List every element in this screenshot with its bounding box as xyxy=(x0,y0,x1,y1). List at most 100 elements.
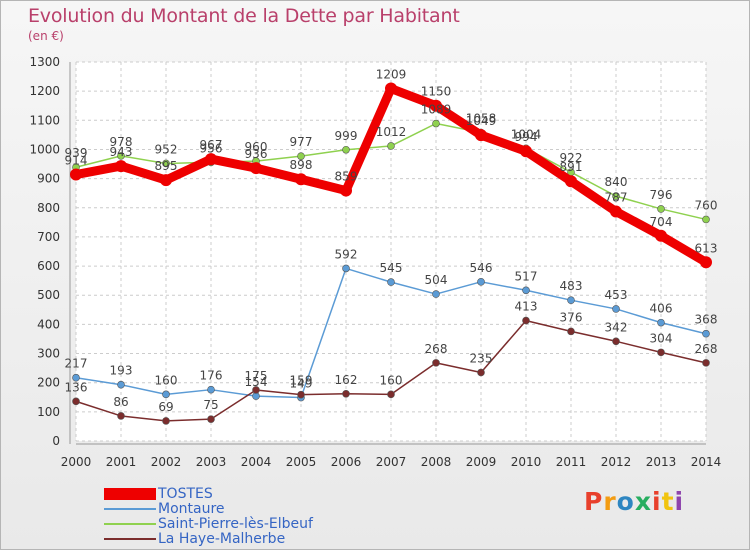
data-label: 175 xyxy=(245,369,268,383)
legend-swatch xyxy=(104,488,156,500)
data-point xyxy=(297,390,305,399)
data-point xyxy=(252,386,260,394)
data-label: 936 xyxy=(245,147,268,161)
logo-letter: x xyxy=(634,487,652,516)
line-chart: 0 100 200 300 400 500 600 700 800 900 1000 1100 1200… xyxy=(29,55,721,469)
y-tick-label: 0 xyxy=(52,434,60,448)
data-point xyxy=(387,390,395,399)
data-label: 406 xyxy=(650,302,673,316)
data-point xyxy=(432,119,440,128)
chart-subtitle: (en €) xyxy=(28,29,64,43)
x-tick-label: 2002 xyxy=(151,455,182,469)
data-point xyxy=(207,385,215,394)
data-label: 176 xyxy=(200,369,223,383)
y-tick-label: 1100 xyxy=(29,113,60,127)
x-tick-label: 2000 xyxy=(61,455,92,469)
data-label: 546 xyxy=(470,261,493,275)
x-tick-label: 2006 xyxy=(331,455,362,469)
data-label: 977 xyxy=(290,135,313,149)
y-tick-label: 400 xyxy=(37,317,60,331)
x-tick-label: 2007 xyxy=(376,455,407,469)
y-tick-label: 600 xyxy=(37,259,60,273)
data-label: 952 xyxy=(155,142,178,156)
data-label: 967 xyxy=(200,138,223,152)
data-label: 86 xyxy=(113,395,128,409)
data-label: 268 xyxy=(425,342,448,356)
data-point xyxy=(565,175,577,188)
legend-swatch xyxy=(104,508,156,510)
data-point xyxy=(342,145,350,154)
data-label: 453 xyxy=(605,288,628,302)
x-tick-label: 2004 xyxy=(241,455,272,469)
data-label: 1209 xyxy=(376,68,407,82)
data-point xyxy=(72,373,80,382)
y-tick-label: 1000 xyxy=(29,142,60,156)
data-label: 1049 xyxy=(466,114,497,128)
plot-area xyxy=(76,62,706,441)
data-point xyxy=(655,229,667,242)
data-label: 895 xyxy=(155,159,178,173)
data-point xyxy=(475,129,487,142)
data-point xyxy=(295,173,307,186)
legend-item: La Haye-Malherbe xyxy=(104,532,285,546)
data-point xyxy=(162,417,170,425)
x-tick-label: 2010 xyxy=(511,455,542,469)
y-tick-label: 500 xyxy=(37,288,60,302)
data-point xyxy=(522,316,530,325)
data-label: 922 xyxy=(560,151,583,165)
data-point xyxy=(72,397,80,406)
logo-letter: t xyxy=(661,487,675,516)
legend-label: Montaure xyxy=(158,501,225,517)
data-label: 268 xyxy=(695,342,718,356)
data-label: 840 xyxy=(605,175,628,189)
data-point xyxy=(432,359,440,367)
data-point xyxy=(297,152,305,160)
data-label: 914 xyxy=(65,154,88,168)
data-label: 1012 xyxy=(376,125,407,139)
data-label: 75 xyxy=(203,398,218,412)
y-tick-label: 200 xyxy=(37,376,60,390)
x-tick-label: 2003 xyxy=(196,455,227,469)
data-label: 978 xyxy=(110,135,133,149)
data-point xyxy=(612,305,620,313)
legend-label: Saint-Pierre-lès-Elbeuf xyxy=(158,516,313,532)
data-label: 1058 xyxy=(466,112,497,126)
data-point xyxy=(340,184,352,197)
data-point xyxy=(702,215,710,224)
logo-letter: P xyxy=(584,487,604,516)
data-label: 69 xyxy=(158,400,173,414)
proxiti-logo: Proxiti xyxy=(584,487,684,516)
legend-item: Saint-Pierre-lès-Elbeuf xyxy=(104,517,313,531)
data-label: 939 xyxy=(65,146,88,160)
data-label: 1004 xyxy=(511,127,542,141)
chart-title: Evolution du Montant de la Dette par Hab… xyxy=(28,5,460,27)
data-point xyxy=(567,327,575,336)
data-point xyxy=(522,286,530,295)
data-point xyxy=(612,192,620,200)
data-point xyxy=(70,168,82,181)
y-tick-label: 1300 xyxy=(29,55,60,69)
data-point xyxy=(160,174,172,187)
data-point xyxy=(477,278,485,286)
x-tick-label: 2008 xyxy=(421,455,452,469)
data-label: 342 xyxy=(605,320,628,334)
y-tick-label: 100 xyxy=(37,405,60,419)
data-point xyxy=(610,205,622,218)
logo-letter: i xyxy=(674,487,685,516)
data-point xyxy=(702,329,710,338)
data-point xyxy=(430,99,442,112)
legend-swatch xyxy=(104,538,156,540)
x-tick-label: 2009 xyxy=(466,455,497,469)
data-point xyxy=(657,318,665,327)
data-label: 787 xyxy=(605,191,628,205)
legend-item: TOSTES xyxy=(104,487,213,501)
data-point xyxy=(117,380,125,389)
data-label: 545 xyxy=(380,261,403,275)
y-tick-label: 800 xyxy=(37,201,60,215)
data-label: 376 xyxy=(560,310,583,324)
data-label: 136 xyxy=(65,380,88,394)
data-label: 162 xyxy=(335,373,358,387)
x-tick-label: 2013 xyxy=(646,455,677,469)
y-tick-label: 1200 xyxy=(29,84,60,98)
